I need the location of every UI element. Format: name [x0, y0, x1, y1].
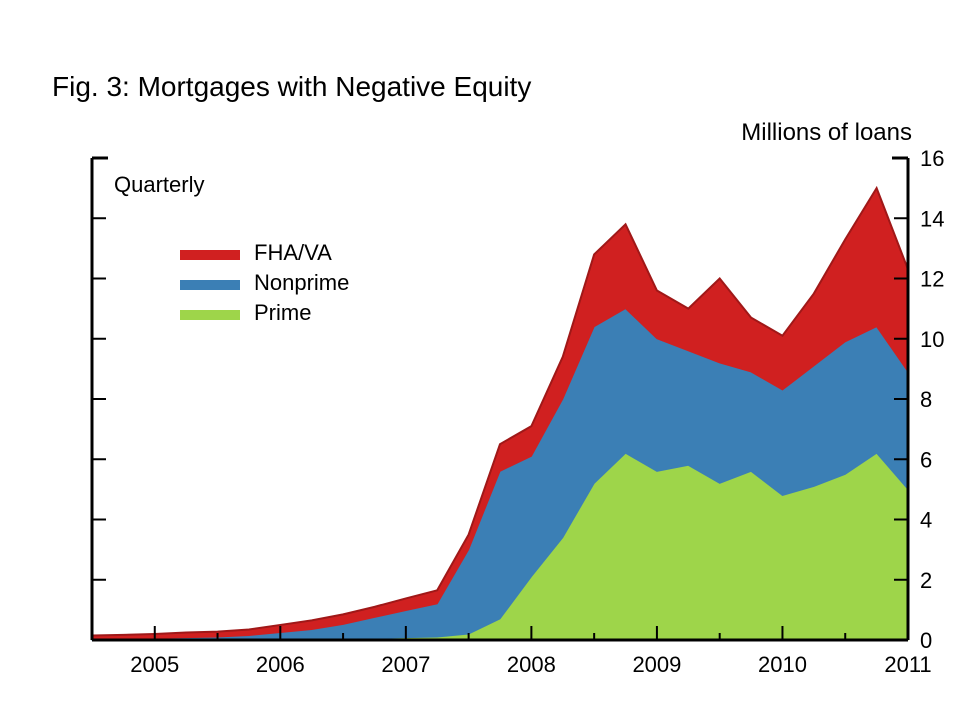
y-tick-label: 16 — [920, 146, 944, 171]
chart-svg: Fig. 3: Mortgages with Negative Equity Mi… — [0, 0, 960, 720]
x-tick-label: 2007 — [381, 652, 430, 677]
legend-label: Prime — [254, 300, 311, 325]
chart-container: Fig. 3: Mortgages with Negative Equity Mi… — [0, 0, 960, 720]
y-tick-label: 2 — [920, 568, 932, 593]
y-tick-label: 6 — [920, 447, 932, 472]
chart-title: Fig. 3: Mortgages with Negative Equity — [52, 71, 531, 102]
x-tick-label: 2010 — [758, 652, 807, 677]
x-tick-label: 2005 — [130, 652, 179, 677]
legend-swatch — [180, 280, 240, 290]
annotation-quarterly: Quarterly — [114, 172, 204, 197]
y-axis-title: Millions of loans — [741, 119, 912, 146]
x-tick-label: 2008 — [507, 652, 556, 677]
y-tick-label: 10 — [920, 327, 944, 352]
legend-label: Nonprime — [254, 270, 349, 295]
y-tick-label: 0 — [920, 628, 932, 653]
legend-swatch — [180, 250, 240, 260]
y-tick-label: 12 — [920, 267, 944, 292]
y-tick-label: 14 — [920, 206, 944, 231]
legend-label: FHA/VA — [254, 240, 332, 265]
x-tick-label: 2009 — [632, 652, 681, 677]
y-tick-label: 4 — [920, 508, 932, 533]
x-tick-label: 2006 — [256, 652, 305, 677]
y-tick-label: 8 — [920, 387, 932, 412]
x-tick-label: 2011 — [884, 652, 931, 677]
legend-swatch — [180, 310, 240, 320]
